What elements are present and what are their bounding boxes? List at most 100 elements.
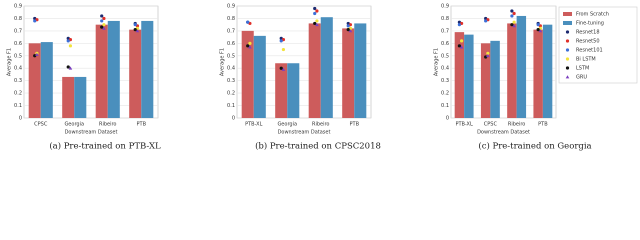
y-tick-label: 0.1 <box>227 103 235 109</box>
bar <box>320 17 333 119</box>
x-tick-label: PTB-XL <box>245 122 262 128</box>
bar <box>141 20 154 118</box>
x-axis-label: Downstream Dataset <box>278 130 331 136</box>
y-tick-label: 0.5 <box>227 53 235 59</box>
scatter-point <box>68 44 73 48</box>
scatter-point <box>281 47 286 52</box>
y-tick-label: 0.5 <box>14 53 22 59</box>
scatter-point <box>536 23 540 27</box>
bar <box>490 40 500 118</box>
scatter-point <box>102 16 106 21</box>
y-tick-label: 0.2 <box>227 91 235 97</box>
bar <box>480 43 491 119</box>
y-tick-label: 0.8 <box>14 16 22 22</box>
legend-label: Resnet101 <box>576 48 603 54</box>
scatter-point <box>510 9 514 13</box>
bar <box>62 76 75 118</box>
scatter-point <box>459 45 464 49</box>
scatter-point <box>102 26 106 30</box>
legend-label: LSTM <box>576 66 589 72</box>
x-tick-label: CPSC <box>484 122 498 128</box>
bar <box>95 24 108 119</box>
bar <box>253 35 266 118</box>
legend-swatch <box>563 12 572 16</box>
y-tick-label: 0 <box>232 116 235 122</box>
legend-swatch <box>565 39 570 43</box>
y-axis-label: Average F1 <box>220 48 226 76</box>
y-tick-label: 0.9 <box>14 4 22 10</box>
scatter-point <box>248 45 252 49</box>
bar <box>354 23 367 118</box>
y-tick-label: 0.9 <box>227 4 235 10</box>
y-tick-label: 0.3 <box>14 78 22 84</box>
scatter-point <box>68 66 73 70</box>
y-tick-label: 0.1 <box>14 103 22 109</box>
scatter-point <box>281 67 286 71</box>
legend-label: Resnet18 <box>576 30 600 36</box>
legend-swatch <box>563 21 572 25</box>
legend-label: Fine-tuning <box>576 21 604 27</box>
figure: 0 0.1 0.2 0.3 0.4 0.5 0.6 0.7 0.8 0.9 Average F1 Do… <box>7 4 638 152</box>
x-axis-label: Downstream Dataset <box>477 130 530 136</box>
bar <box>28 43 41 119</box>
caption: (a) Pre-trained on PTB-XL <box>49 141 161 152</box>
bar <box>129 29 142 119</box>
y-tick-label: 0.8 <box>227 16 235 22</box>
x-axis-label: Downstream Dataset <box>65 130 118 136</box>
legend-label: GRU <box>576 75 587 81</box>
x-tick-label: PTB <box>137 122 147 128</box>
bar <box>287 63 300 118</box>
y-tick-label: 0.3 <box>227 78 235 84</box>
scatter-point <box>510 23 514 27</box>
scatter-point <box>486 53 490 58</box>
y-tick-label: 0.7 <box>227 28 235 34</box>
x-tick-label: Ribeiro <box>99 122 117 128</box>
bar <box>308 23 321 118</box>
bar <box>107 20 120 118</box>
bar <box>464 34 474 118</box>
x-tick-label: CPSC <box>34 122 48 128</box>
y-tick-label: 0 <box>446 116 449 122</box>
scatter-point <box>510 14 514 18</box>
bar <box>542 24 553 119</box>
scatter-point <box>33 19 37 23</box>
x-tick-label: Georgia <box>64 122 84 128</box>
y-tick-label: 0.3 <box>441 78 449 84</box>
scatter-point <box>35 52 39 56</box>
scatter-point <box>102 23 106 27</box>
scatter-point <box>512 11 516 16</box>
bar <box>454 32 465 119</box>
bar <box>74 76 87 118</box>
y-axis-label: Average F1 <box>434 48 440 76</box>
y-tick-label: 0.4 <box>441 66 449 72</box>
scatter-point <box>315 19 319 23</box>
y-tick-label: 0.6 <box>14 41 22 47</box>
bar <box>507 23 517 118</box>
legend-swatch <box>565 66 570 70</box>
scatter-point <box>100 25 104 29</box>
scatter-point <box>100 19 104 23</box>
x-tick-label: PTB <box>538 122 548 128</box>
y-axis-label: Average F1 <box>7 48 13 76</box>
scatter-point <box>346 28 350 32</box>
scatter-point <box>512 24 516 28</box>
y-tick-label: 0.1 <box>441 103 449 109</box>
y-tick-label: 0.7 <box>441 28 449 34</box>
scatter-point <box>313 6 317 11</box>
scatter-point <box>536 28 540 32</box>
legend-swatch <box>565 75 570 79</box>
bar <box>241 30 254 119</box>
scatter-point <box>457 23 461 27</box>
scatter-point <box>248 41 252 45</box>
scatter-point <box>135 29 140 33</box>
scatter-point <box>460 39 464 43</box>
x-tick-label: Ribeiro <box>312 122 330 128</box>
legend-swatch <box>565 57 570 61</box>
y-tick-label: 0 <box>19 116 22 122</box>
x-tick-label: Georgia <box>277 122 297 128</box>
legend-swatch <box>565 48 570 52</box>
y-tick-label: 0.9 <box>441 4 449 10</box>
x-tick-label: PTB <box>350 122 360 128</box>
scatter-point <box>133 23 137 27</box>
scatter-point <box>66 65 70 69</box>
